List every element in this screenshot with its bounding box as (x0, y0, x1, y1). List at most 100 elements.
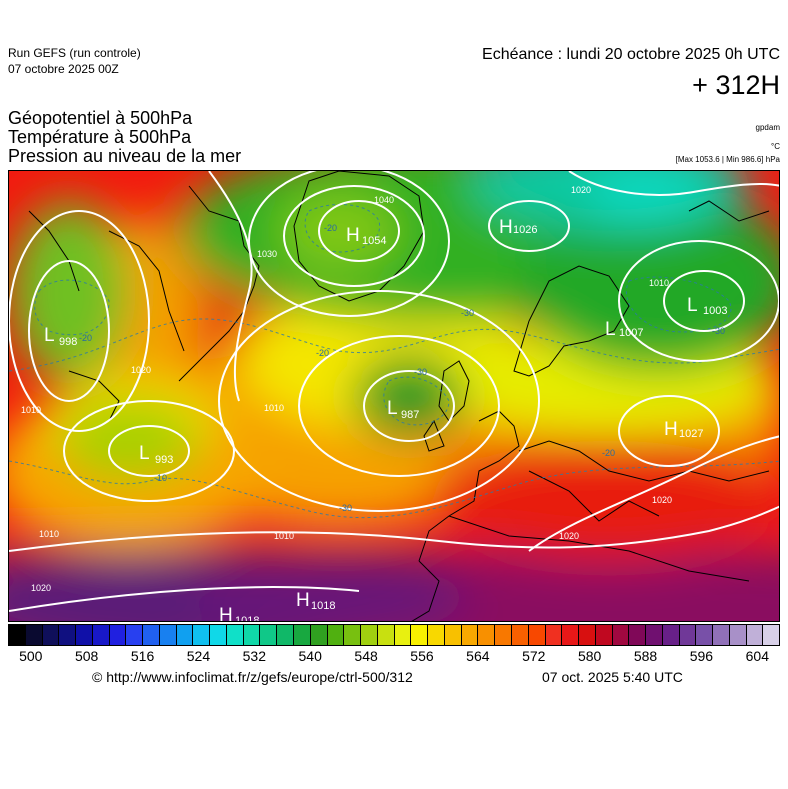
isobars (9, 171, 779, 612)
pressure-center-value-4: 987 (401, 409, 419, 421)
colorbar-swatch (478, 625, 496, 645)
isobar-label-8: 1010 (649, 278, 669, 288)
colorbar-labels: 500 508 516 524 532 540 548 556 564 572 580 588 596 6… (8, 648, 780, 666)
pressure-center-value-7: 1027 (679, 428, 703, 440)
pressure-center-value-2: 998 (59, 336, 77, 348)
colorbar-swatch (729, 625, 747, 645)
forecast-valid-time: Echéance : lundi 20 octobre 2025 0h UTC (482, 46, 780, 63)
run-date: 07 octobre 2025 00Z (8, 62, 119, 76)
isotherm-label-8: -10 (154, 473, 167, 483)
colorbar-label: 572 (522, 648, 546, 664)
colorbar-swatch (294, 625, 311, 645)
pressure-center-value-6: 1003 (703, 305, 727, 317)
colorbar-swatch (377, 625, 395, 645)
colorbar-label: 580 (577, 648, 602, 664)
pressure-center-type-8: H (296, 590, 310, 611)
colorbar-swatch (394, 625, 412, 645)
colorbar-swatch (193, 625, 211, 645)
isotherm-label-3: -30 (461, 308, 474, 318)
isobar-labels: 1040 1030 1020 1010 1010 1010 1020 1020 … (21, 185, 672, 593)
colorbar-label: 548 (354, 648, 378, 664)
unit-pressure: [Max 1053.6 | Min 986.6] hPa (675, 155, 780, 164)
colorbar-swatch (210, 625, 227, 645)
colorbar (8, 624, 780, 646)
colorbar-swatch (562, 625, 580, 645)
colorbar-swatch (109, 625, 127, 645)
isobar-label-4: 1010 (264, 403, 284, 413)
pressure-center-value-1: 1026 (513, 224, 537, 236)
colorbar-swatch (629, 625, 647, 645)
param-temperature: Température à 500hPa (8, 127, 192, 147)
colorbar-swatch (42, 625, 60, 645)
isobar-label-3: 1010 (21, 405, 41, 415)
pressure-center-type-2: L (44, 325, 55, 346)
pressure-center-type-5: L (605, 319, 616, 340)
colorbar-swatch (495, 625, 512, 645)
isobar-label-6: 1020 (571, 185, 591, 195)
colorbar-swatch (579, 625, 596, 645)
colorbar-swatch (9, 625, 26, 645)
isobar-label-10: 1020 (31, 583, 51, 593)
colorbar-swatch (159, 625, 177, 645)
colorbar-label: 508 (74, 648, 99, 664)
pressure-center-type-4: L (387, 398, 398, 419)
colorbar-swatch (143, 625, 160, 645)
isotherm-label-6: -20 (79, 333, 92, 343)
weather-map: H 1054 H 1026 L 998 L 993 L 987 L 1007 L… (8, 170, 780, 622)
colorbar-swatch (361, 625, 378, 645)
colorbar-swatch (260, 625, 278, 645)
pressure-center-value-5: 1007 (619, 327, 643, 339)
colorbar-swatch (76, 625, 93, 645)
colorbar-swatch (662, 625, 680, 645)
isobar-label-0: 1040 (374, 195, 394, 205)
colorbar-label: 588 (633, 648, 658, 664)
pressure-center-value-0: 1054 (362, 235, 386, 247)
colorbar-swatch (344, 625, 362, 645)
pressure-center-value-3: 993 (155, 454, 173, 466)
lead-time: + 312H (692, 70, 780, 100)
pressure-center-type-3: L (139, 443, 150, 464)
colorbar-swatch (528, 625, 546, 645)
colorbar-label: 532 (242, 648, 266, 664)
pressure-center-type-9: H (219, 605, 233, 622)
pressure-center-type-6: L (687, 295, 698, 316)
colorbar-swatch (545, 625, 563, 645)
isotherm-label-1: -30 (414, 367, 427, 377)
pressure-centers: H 1054 H 1026 L 998 L 993 L 987 L 1007 L… (44, 217, 727, 622)
colorbar-swatch (612, 625, 630, 645)
colorbar-swatch (696, 625, 714, 645)
colorbar-label: 596 (689, 648, 714, 664)
coastlines (28, 171, 770, 621)
isotherm-labels: -20 -30 -20 -30 -20 -30 -20 -30 -10 (79, 223, 725, 513)
colorbar-swatch (25, 625, 43, 645)
pressure-center-value-9: 1018 (235, 615, 259, 622)
pressure-center-type-0: H (346, 225, 360, 246)
colorbar-label: 516 (130, 648, 155, 664)
colorbar-swatch (428, 625, 445, 645)
isobar-label-9: 1020 (559, 531, 579, 541)
unit-temperature: °C (771, 142, 780, 151)
colorbar-swatch (444, 625, 462, 645)
isotherms (9, 203, 779, 519)
colorbar-label: 524 (186, 648, 211, 664)
colorbar-swatch (411, 625, 429, 645)
isotherm-label-4: -20 (602, 448, 615, 458)
colorbar-swatch (713, 625, 730, 645)
param-pressure: Pression au niveau de la mer (8, 146, 242, 166)
colorbar-swatch (92, 625, 110, 645)
colorbar-label: 500 (19, 648, 43, 664)
pressure-center-type-7: H (664, 419, 678, 440)
colorbar-swatch (243, 625, 261, 645)
colorbar-swatch (746, 625, 764, 645)
source-credit: © http://www.infoclimat.fr/z/gefs/europe… (92, 669, 413, 685)
isotherm-label-0: -20 (324, 223, 337, 233)
colorbar-swatch (226, 625, 244, 645)
colorbar-label: 556 (410, 648, 434, 664)
colorbar-swatch (176, 625, 194, 645)
colorbar-swatch (646, 625, 663, 645)
isobar-label-11: 1010 (39, 529, 59, 539)
isobar-label-7: 1020 (652, 495, 672, 505)
colorbar-swatch (126, 625, 144, 645)
isobar-label-1: 1030 (257, 249, 277, 259)
colorbar-swatch (310, 625, 328, 645)
